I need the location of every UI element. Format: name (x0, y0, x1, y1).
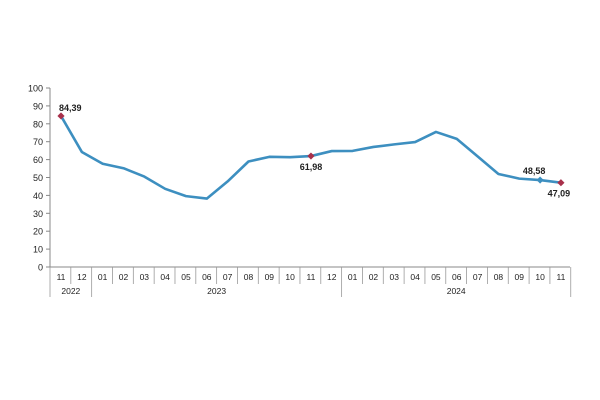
x-tick-label: 03 (390, 272, 400, 282)
x-axis: 11 12 01 02 03 04 05 06 07 08 09 10 11 12 01 02 03 04 05 06… (49, 266, 572, 297)
x-tick-label: 02 (119, 272, 129, 282)
x-tick-label: 06 (202, 272, 212, 282)
year-label: 2024 (447, 286, 466, 296)
x-tick-label: 05 (181, 272, 191, 282)
x-tick-label: 01 (348, 272, 358, 282)
data-point-marker (557, 179, 565, 187)
x-tick-label: 12 (77, 272, 87, 282)
x-tick-label: 11 (557, 272, 566, 282)
x-tick-label: 12 (327, 272, 337, 282)
y-tick-label: 30 (33, 209, 43, 219)
y-tick-label: 50 (33, 173, 43, 183)
x-tick-label: 01 (98, 272, 108, 282)
y-tick-label: 0 (38, 263, 43, 273)
y-tick-label: 60 (33, 155, 43, 165)
x-tick-label: 03 (140, 272, 150, 282)
y-axis: 0 10 20 30 40 50 60 70 80 90 100 (28, 84, 51, 273)
y-tick-label: 20 (33, 227, 43, 237)
y-tick-label: 90 (33, 101, 43, 111)
data-point-marker (307, 152, 315, 160)
x-tick-label: 10 (535, 272, 545, 282)
x-tick-label: 11 (307, 272, 316, 282)
x-tick-label: 04 (410, 272, 420, 282)
x-tick-label: 04 (160, 272, 170, 282)
y-tick-label: 10 (33, 245, 43, 255)
x-tick-label: 10 (285, 272, 295, 282)
plot-area: 84,39 61,98 48,58 47,09 (57, 103, 571, 200)
x-tick-label: 07 (223, 272, 233, 282)
x-tick-label: 08 (244, 272, 254, 282)
data-label: 84,39 (59, 103, 82, 113)
data-label: 48,58 (523, 166, 546, 176)
x-tick-label: 09 (515, 272, 525, 282)
y-tick-label: 70 (33, 137, 43, 147)
y-tick-label: 80 (33, 119, 43, 129)
year-label: 2022 (61, 286, 80, 296)
x-tick-label: 06 (452, 272, 462, 282)
x-tick-label: 08 (494, 272, 504, 282)
x-tick-label: 11 (57, 272, 66, 282)
y-tick-label: 100 (28, 84, 43, 94)
data-label: 47,09 (548, 189, 571, 199)
x-tick-label: 02 (369, 272, 379, 282)
x-tick-label: 07 (473, 272, 483, 282)
y-tick-label: 40 (33, 191, 43, 201)
data-point-marker (57, 112, 65, 120)
x-tick-label: 05 (431, 272, 441, 282)
data-point-marker (536, 176, 544, 184)
data-label: 61,98 (300, 162, 323, 172)
year-label: 2023 (207, 286, 226, 296)
x-tick-label: 09 (265, 272, 275, 282)
